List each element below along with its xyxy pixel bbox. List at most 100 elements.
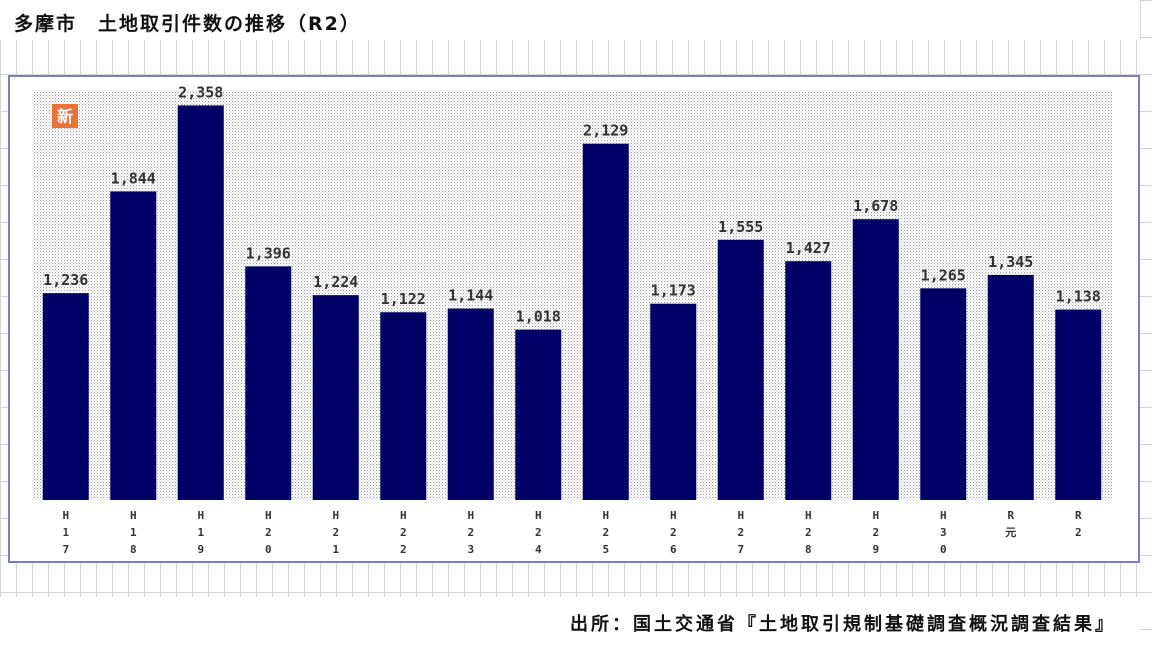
x-tick-H21: H 2 1: [332, 509, 339, 556]
bar-H30: [920, 288, 967, 500]
x-tick-line: 4: [535, 543, 542, 556]
x-tick-line: 0: [940, 543, 947, 556]
x-tick-H29: H 2 9: [872, 509, 879, 556]
value-label-H29: 1,678: [853, 197, 898, 215]
x-tick-line: R: [1007, 509, 1014, 522]
x-tick-line: 3: [940, 526, 947, 539]
x-tick-line: 元: [1005, 526, 1016, 539]
x-tick-line: 2: [602, 526, 609, 539]
value-label-H20: 1,396: [246, 244, 291, 262]
x-tick-line: H: [62, 509, 69, 522]
x-tick-line: H: [400, 509, 407, 522]
x-tick-H27: H 2 7: [737, 509, 744, 556]
bar-H21: [312, 295, 359, 500]
bar-H20: [245, 266, 292, 500]
value-label-H22: 1,122: [381, 290, 426, 308]
x-tick-line: H: [737, 509, 744, 522]
value-label-H21: 1,224: [313, 273, 358, 291]
x-tick-H25: H 2 5: [602, 509, 609, 556]
x-tick-H30: H 3 0: [940, 509, 947, 556]
bar-H22: [380, 312, 427, 500]
x-tick-line: 5: [602, 543, 609, 556]
x-tick-line: 2: [805, 526, 812, 539]
bar-H26: [650, 303, 697, 500]
x-tick-line: 2: [1075, 526, 1082, 539]
x-tick-line: 8: [130, 543, 137, 556]
x-tick-line: 9: [872, 543, 879, 556]
x-tick-line: 3: [467, 543, 474, 556]
x-tick-line: H: [535, 509, 542, 522]
x-tick-H26: H 2 6: [670, 509, 677, 556]
x-tick-line: 8: [805, 543, 812, 556]
title-band: 多摩市 土地取引件数の推移（R2）: [0, 0, 1141, 40]
value-label-R元: 1,345: [988, 253, 1033, 271]
x-tick-line: H: [130, 509, 137, 522]
x-tick-line: 2: [670, 526, 677, 539]
bar-H19: [177, 105, 224, 500]
value-label-H26: 1,173: [651, 282, 696, 300]
bar-H25: [582, 143, 629, 500]
x-tick-line: 7: [62, 543, 69, 556]
x-tick-line: 1: [332, 543, 339, 556]
source-note: 出所：国土交通省『土地取引規制基礎調査概況調査結果』: [570, 614, 1116, 635]
x-tick-line: 1: [62, 526, 69, 539]
x-tick-line: 2: [872, 526, 879, 539]
bar-H27: [717, 239, 764, 500]
value-label-H18: 1,844: [111, 169, 156, 187]
x-tick-line: H: [670, 509, 677, 522]
x-tick-line: 9: [197, 543, 204, 556]
x-tick-H19: H 1 9: [197, 509, 204, 556]
x-tick-line: R: [1075, 509, 1082, 522]
x-tick-line: H: [940, 509, 947, 522]
chart-title: 多摩市 土地取引件数の推移（R2）: [14, 13, 361, 35]
x-tick-line: 2: [332, 526, 339, 539]
source-band: 出所：国土交通省『土地取引規制基礎調査概況調査結果』: [0, 597, 1140, 648]
x-tick-line: H: [467, 509, 474, 522]
x-tick-line: 0: [265, 543, 272, 556]
x-tick-R2: R2: [1075, 509, 1082, 539]
value-label-H27: 1,555: [718, 218, 763, 236]
x-tick-H20: H 2 0: [265, 509, 272, 556]
x-tick-line: 6: [670, 543, 677, 556]
x-tick-line: H: [332, 509, 339, 522]
x-tick-line: 2: [400, 543, 407, 556]
bar-H17: [42, 293, 89, 500]
x-tick-line: 2: [400, 526, 407, 539]
value-label-H25: 2,129: [583, 122, 628, 140]
x-tick-line: 7: [737, 543, 744, 556]
value-label-H28: 1,427: [786, 239, 831, 257]
x-tick-H23: H 2 3: [467, 509, 474, 556]
x-tick-R元: R元: [1005, 509, 1016, 539]
value-label-R2: 1,138: [1056, 288, 1101, 306]
x-tick-line: H: [805, 509, 812, 522]
x-tick-line: 2: [265, 526, 272, 539]
x-tick-H22: H 2 2: [400, 509, 407, 556]
x-tick-line: 2: [467, 526, 474, 539]
x-tick-line: H: [602, 509, 609, 522]
value-label-H19: 2,358: [178, 83, 223, 101]
x-tick-H28: H 2 8: [805, 509, 812, 556]
bar-H23: [447, 308, 494, 500]
new-badge: 新: [52, 104, 78, 128]
value-label-H30: 1,265: [921, 266, 966, 284]
chart-frame: 新 1,236 1,844 2,358 1,396 1,224 1,122 1,144 1,0…: [8, 75, 1140, 563]
bar-R2: [1055, 309, 1102, 500]
x-tick-line: H: [872, 509, 879, 522]
value-label-H24: 1,018: [516, 308, 561, 326]
x-tick-line: 2: [737, 526, 744, 539]
x-tick-H24: H 2 4: [535, 509, 542, 556]
bar-H29: [852, 219, 899, 500]
bar-R元: [987, 274, 1034, 500]
x-tick-line: 1: [130, 526, 137, 539]
value-label-H23: 1,144: [448, 287, 493, 305]
x-tick-H17: H 1 7: [62, 509, 69, 556]
bar-chart: 新 1,236 1,844 2,358 1,396 1,224 1,122 1,144 1,0…: [32, 83, 1112, 556]
x-tick-H18: H 1 8: [130, 509, 137, 556]
x-tick-line: 2: [535, 526, 542, 539]
bar-H28: [785, 261, 832, 500]
new-badge-text: 新: [57, 107, 73, 126]
x-tick-line: 1: [197, 526, 204, 539]
bar-H24: [515, 329, 562, 500]
x-tick-line: H: [197, 509, 204, 522]
value-label-H17: 1,236: [43, 271, 88, 289]
